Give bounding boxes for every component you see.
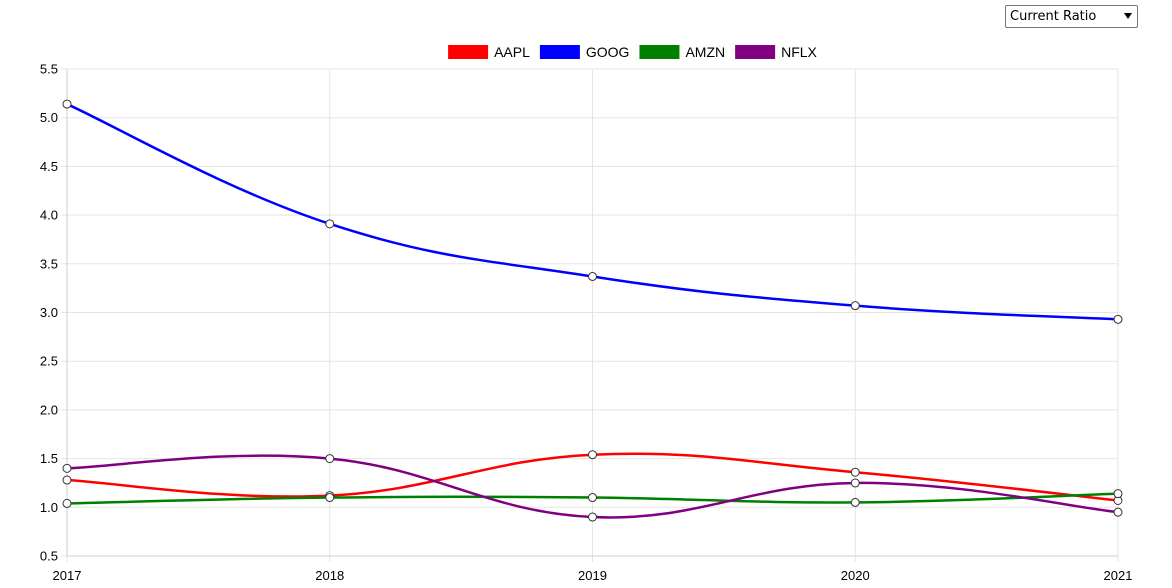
data-point-amzn bbox=[1113, 489, 1123, 499]
legend-item-goog: GOOG bbox=[539, 44, 630, 60]
y-tick-label: 0.5 bbox=[40, 549, 58, 564]
legend-label-aapl: AAPL bbox=[494, 44, 530, 60]
x-tick-label: 2018 bbox=[315, 568, 344, 583]
y-tick-label: 1.0 bbox=[40, 500, 58, 515]
data-point-amzn bbox=[325, 493, 335, 503]
y-tick-label: 2.5 bbox=[40, 354, 58, 369]
legend-swatch-amzn bbox=[639, 45, 680, 59]
y-tick-label: 3.5 bbox=[40, 256, 58, 271]
legend-item-aapl: AAPL bbox=[448, 44, 530, 60]
y-tick-label: 2.0 bbox=[40, 402, 58, 417]
data-point-nflx bbox=[1113, 507, 1123, 517]
data-point-amzn bbox=[62, 498, 72, 508]
data-point-nflx bbox=[62, 463, 72, 473]
chevron-down-icon bbox=[1124, 13, 1132, 19]
y-tick-label: 4.5 bbox=[40, 159, 58, 174]
data-point-amzn bbox=[588, 493, 597, 503]
metric-select[interactable]: Current Ratio bbox=[1005, 5, 1138, 28]
legend-item-nflx: NFLX bbox=[735, 44, 818, 60]
legend-item-amzn: AMZN bbox=[639, 44, 725, 60]
metric-select-value: Current Ratio bbox=[1010, 9, 1097, 24]
data-point-goog bbox=[1113, 314, 1123, 324]
data-point-aapl bbox=[588, 450, 597, 460]
data-point-amzn bbox=[850, 497, 860, 507]
x-tick-label: 2019 bbox=[578, 568, 607, 583]
data-point-goog bbox=[325, 219, 335, 229]
data-point-goog bbox=[588, 271, 597, 281]
y-tick-label: 5.0 bbox=[40, 110, 58, 125]
legend-label-amzn: AMZN bbox=[685, 44, 725, 60]
legend-swatch-goog bbox=[539, 45, 580, 59]
y-tick-label: 5.5 bbox=[40, 62, 58, 77]
y-tick-label: 4.0 bbox=[40, 208, 58, 223]
chart-legend: AAPL GOOG AMZN NFLX bbox=[448, 44, 818, 60]
data-point-aapl bbox=[62, 475, 72, 485]
legend-swatch-nflx bbox=[735, 45, 776, 59]
data-point-nflx bbox=[850, 478, 860, 488]
legend-label-nflx: NFLX bbox=[781, 44, 817, 60]
x-tick-label: 2017 bbox=[53, 568, 82, 583]
data-point-goog bbox=[62, 99, 72, 109]
data-point-goog bbox=[850, 301, 860, 311]
y-tick-label: 1.5 bbox=[40, 451, 58, 466]
data-point-nflx bbox=[325, 454, 335, 464]
legend-label-goog: GOOG bbox=[586, 44, 630, 60]
y-tick-label: 3.0 bbox=[40, 305, 58, 320]
x-tick-label: 2021 bbox=[1104, 568, 1133, 583]
legend-swatch-aapl bbox=[448, 45, 489, 59]
chart-axes: 0.5 1.0 1.5 2.0 2.5 3.0 3.5 4.0 4.5 5.0 5.5 2017 201… bbox=[40, 62, 1133, 584]
data-point-aapl bbox=[850, 467, 860, 477]
data-point-nflx bbox=[588, 512, 597, 522]
x-tick-label: 2020 bbox=[841, 568, 870, 583]
chart-data-points bbox=[62, 99, 1123, 522]
